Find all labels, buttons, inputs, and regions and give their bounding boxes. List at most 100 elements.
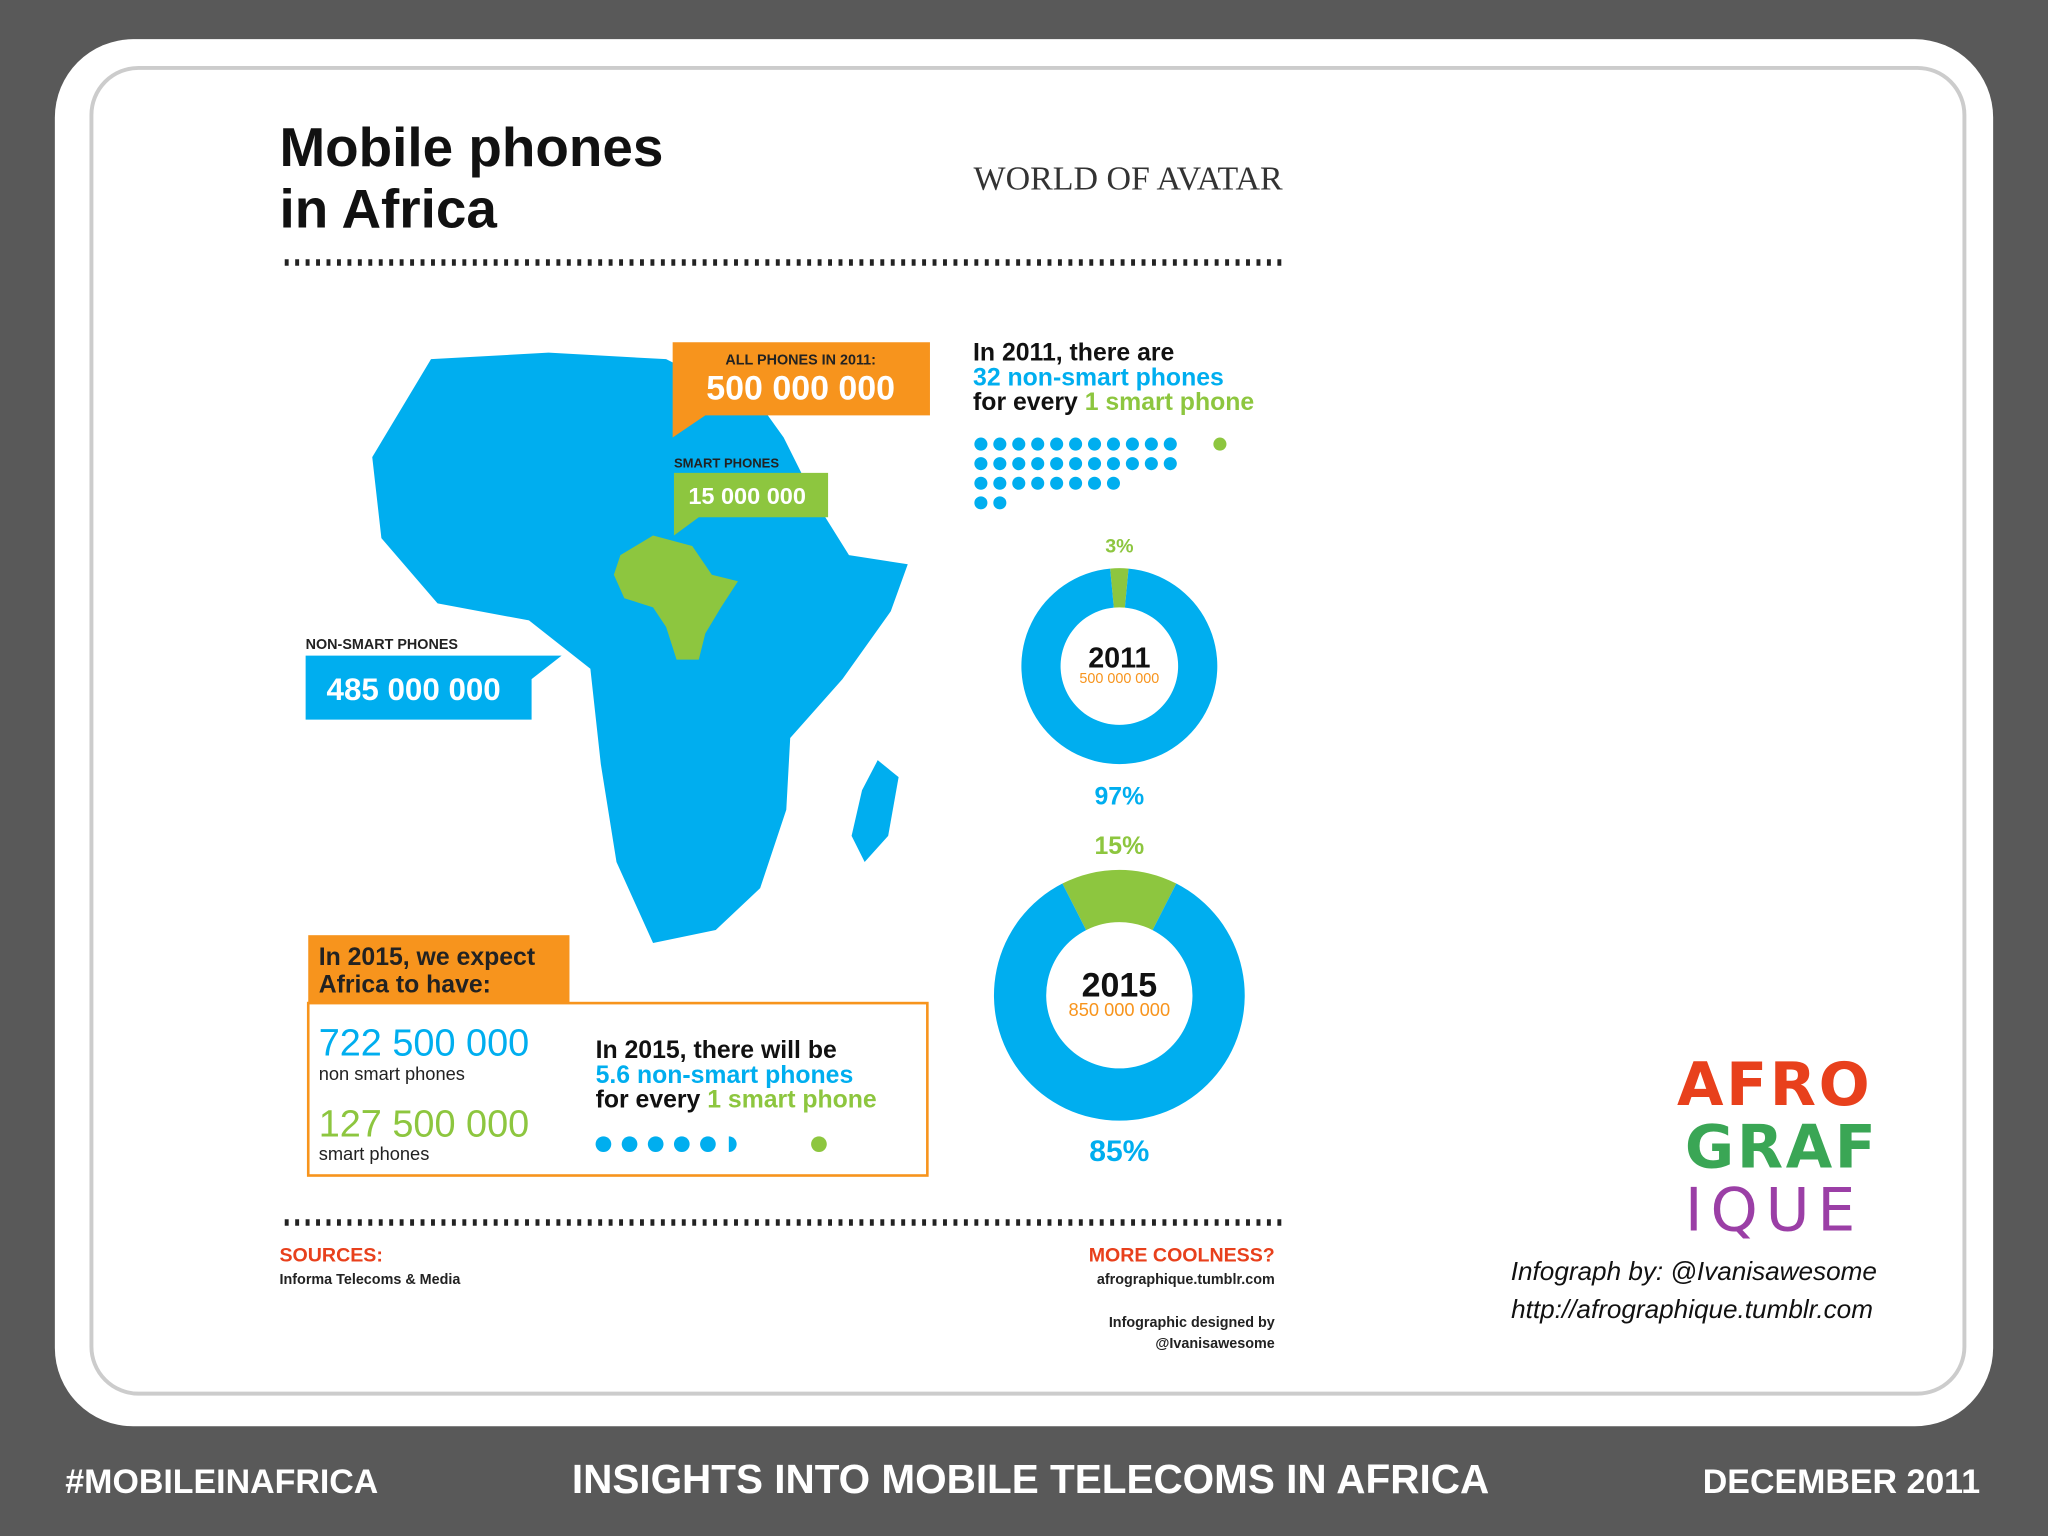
callout-value: 485 000 000 <box>327 672 501 707</box>
dot <box>993 476 1007 490</box>
callout-box <box>305 655 562 720</box>
ratio-text: for every <box>973 389 1078 416</box>
more-url: afrographique.tumblr.com <box>1097 1272 1275 1288</box>
dot <box>700 1136 716 1152</box>
dot <box>1163 437 1177 451</box>
ratio-text: for every 1 smart phone <box>596 1087 877 1114</box>
dot <box>1125 457 1139 471</box>
dot <box>974 476 988 490</box>
dot <box>1213 437 1227 451</box>
title: Mobile phones <box>280 116 664 178</box>
dot <box>1069 437 1083 451</box>
dot <box>1069 457 1083 471</box>
dot <box>595 1136 612 1152</box>
forecast-heading-box <box>308 935 570 1004</box>
callout-label: SMART PHONES <box>674 456 779 471</box>
ratio-text: 1 smart phone <box>1085 389 1255 416</box>
donut-total: 500 000 000 <box>1079 671 1159 687</box>
donut-segment <box>1062 869 1177 931</box>
dot <box>1144 437 1158 451</box>
dot <box>1031 437 1045 451</box>
logo-line: AFRO <box>1677 1050 1872 1120</box>
dot <box>1031 476 1045 490</box>
dot <box>1012 476 1026 490</box>
ratio-text: 5.6 non-smart phones <box>596 1062 854 1089</box>
ratio-text: for every <box>596 1087 701 1114</box>
donut-segment <box>1110 568 1129 608</box>
dot <box>1031 457 1045 471</box>
donut-segment <box>1021 568 1218 765</box>
donut-segment <box>993 883 1245 1121</box>
dot <box>728 1136 737 1152</box>
dot <box>1163 457 1177 471</box>
brand: WORLD OF AVATAR <box>974 160 1283 197</box>
dot <box>1050 476 1064 490</box>
logo-line: IQUE <box>1685 1175 1863 1245</box>
dot-grid <box>974 437 1227 510</box>
ratio-text: In 2015, there will be <box>596 1037 837 1064</box>
dot <box>1106 437 1120 451</box>
forecast-label: smart phones <box>319 1143 430 1164</box>
callout-label: ALL PHONES IN 2011: <box>725 352 876 368</box>
dot <box>1106 457 1120 471</box>
credit: Infograph by: @Ivanisawesome <box>1511 1256 1877 1286</box>
dot <box>621 1136 638 1152</box>
donut-year: 2011 <box>1088 642 1150 674</box>
forecast-value: 127 500 000 <box>319 1103 530 1145</box>
dot <box>647 1136 664 1152</box>
dot <box>811 1136 827 1152</box>
forecast-heading: In 2015, we expect <box>319 944 535 971</box>
forecast-label: non smart phones <box>319 1063 465 1084</box>
dot <box>974 457 988 471</box>
dot <box>993 457 1007 471</box>
designed-by: Infographic designed by <box>1109 1315 1275 1331</box>
dot-row <box>595 1136 827 1152</box>
dot <box>1069 476 1083 490</box>
title: in Africa <box>280 177 498 239</box>
forecast-box <box>306 1001 929 1177</box>
credit: http://afrographique.tumblr.com <box>1511 1294 1873 1324</box>
dot <box>1106 476 1120 490</box>
callout-value: 500 000 000 <box>706 370 895 408</box>
dot <box>1012 457 1026 471</box>
dot <box>1125 437 1139 451</box>
callout-label: NON-SMART PHONES <box>306 637 459 653</box>
forecast-heading: Africa to have: <box>319 972 491 999</box>
africa-icon <box>613 535 738 660</box>
dot <box>993 496 1007 510</box>
callout-box <box>673 472 829 536</box>
callout-box <box>672 342 930 438</box>
donut-total: 850 000 000 <box>1069 999 1171 1020</box>
percent-label: 97% <box>1095 784 1145 811</box>
dot <box>1088 437 1102 451</box>
percent-label: 15% <box>1095 833 1145 860</box>
percent-label: 85% <box>1089 1135 1149 1168</box>
dot <box>974 496 988 510</box>
madagascar <box>851 760 899 863</box>
forecast-value: 722 500 000 <box>319 1022 530 1064</box>
dot <box>1012 437 1026 451</box>
more-title: MORE COOLNESS? <box>1089 1245 1275 1267</box>
dot <box>1144 457 1158 471</box>
bottom-right: DECEMBER 2011 <box>1703 1463 1980 1501</box>
ratio-text: 1 smart phone <box>707 1087 877 1114</box>
designer: @Ivanisawesome <box>1155 1336 1274 1352</box>
donut-year: 2015 <box>1082 967 1158 1005</box>
ratio-text: 32 non-smart phones <box>973 364 1224 391</box>
bottom-center: INSIGHTS INTO MOBILE TELECOMS IN AFRICA <box>572 1456 1489 1502</box>
sources-title: SOURCES: <box>280 1245 383 1267</box>
sources: Informa Telecoms & Media <box>280 1272 462 1288</box>
ratio-text: In 2011, there are <box>973 339 1174 366</box>
inner-frame <box>89 65 1967 1396</box>
ratio-text: for every 1 smart phone <box>973 389 1254 416</box>
logo-line: GRAF <box>1685 1113 1879 1183</box>
percent-label: 3% <box>1105 535 1133 557</box>
dot <box>1050 437 1064 451</box>
dot <box>673 1136 690 1152</box>
dot <box>1088 476 1102 490</box>
callout-value: 15 000 000 <box>688 483 806 509</box>
dot <box>993 437 1007 451</box>
